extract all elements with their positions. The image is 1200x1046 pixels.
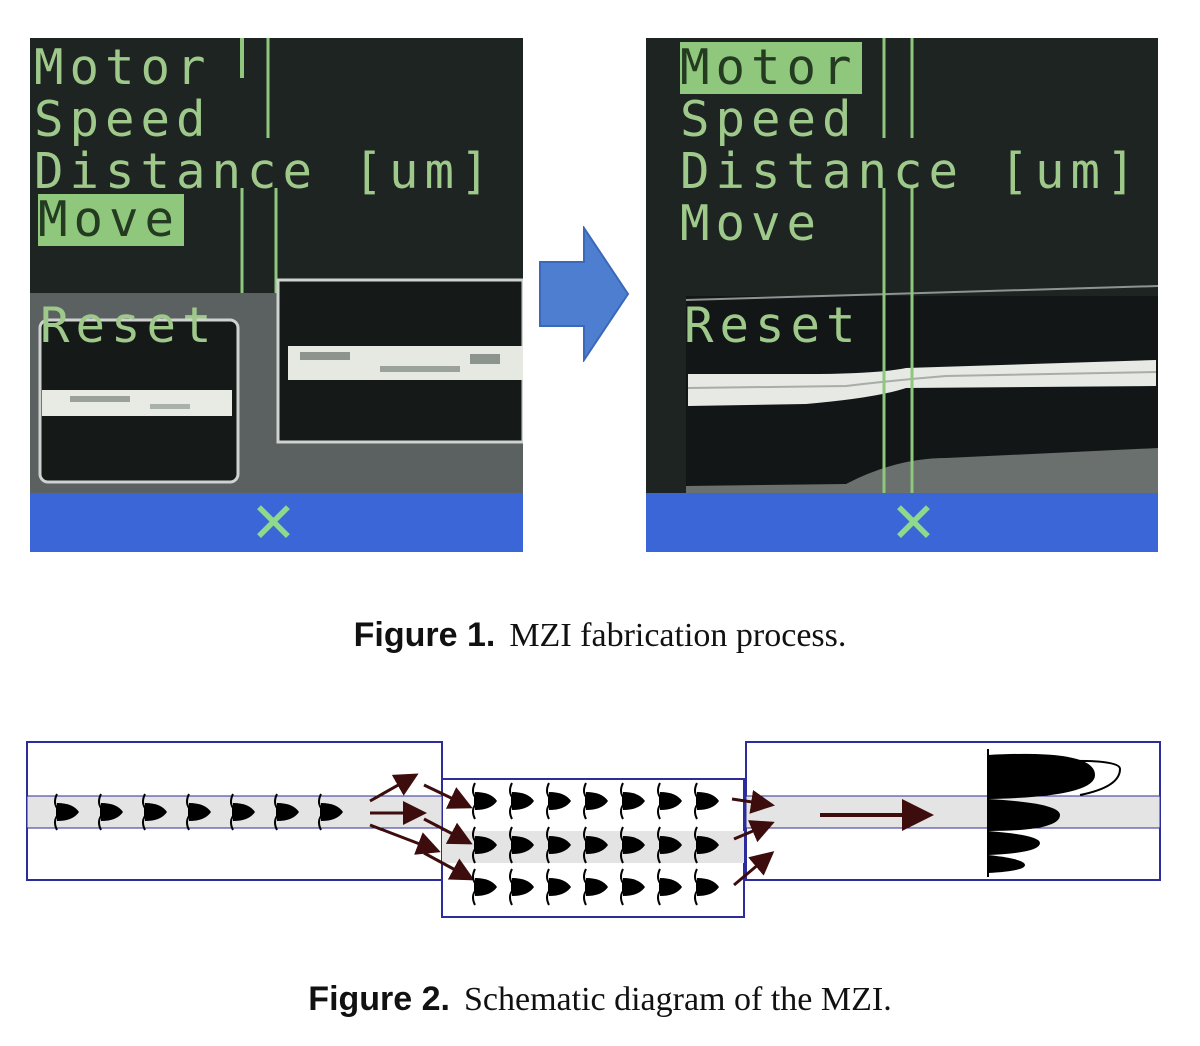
figure-2-label: Figure 2. — [308, 980, 450, 1018]
close-icon[interactable]: ✕ — [890, 491, 937, 552]
mzi-schematic — [26, 741, 1161, 918]
figure-2-caption: Figure 2. Schematic diagram of the MZI. — [0, 980, 1200, 1019]
menu-motor[interactable]: Motor — [680, 42, 862, 94]
close-icon[interactable]: ✕ — [250, 491, 297, 552]
menu-motor[interactable]: Motor — [34, 39, 212, 96]
menu-move[interactable]: Move — [38, 194, 185, 246]
menu-speed[interactable]: Speed — [680, 91, 858, 148]
fiber-image-before — [30, 38, 523, 552]
menu-reset[interactable]: Reset — [684, 297, 862, 354]
figure-1-caption: Figure 1. MZI fabrication process. — [0, 616, 1200, 655]
fiber-splicer-screen-before: Motor Speed Distance [um] Move Reset ✕ — [30, 38, 523, 552]
menu-speed[interactable]: Speed — [34, 91, 212, 148]
menu-distance[interactable]: Distance [um] — [680, 143, 1142, 200]
figure-2-text: Schematic diagram of the MZI. — [464, 981, 892, 1018]
fiber-image-after — [646, 38, 1158, 552]
menu-reset[interactable]: Reset — [40, 297, 218, 354]
output-spectrum — [987, 749, 1122, 877]
menu-move[interactable]: Move — [680, 195, 823, 252]
figure-1-text: MZI fabrication process. — [509, 617, 847, 654]
fiber-splicer-screen-after: Motor Speed Distance [um] Move Reset ✕ — [646, 38, 1158, 552]
figure-1-label: Figure 1. — [353, 616, 496, 654]
right-arrow-icon — [539, 226, 630, 362]
menu-distance[interactable]: Distance [um] — [34, 143, 496, 200]
